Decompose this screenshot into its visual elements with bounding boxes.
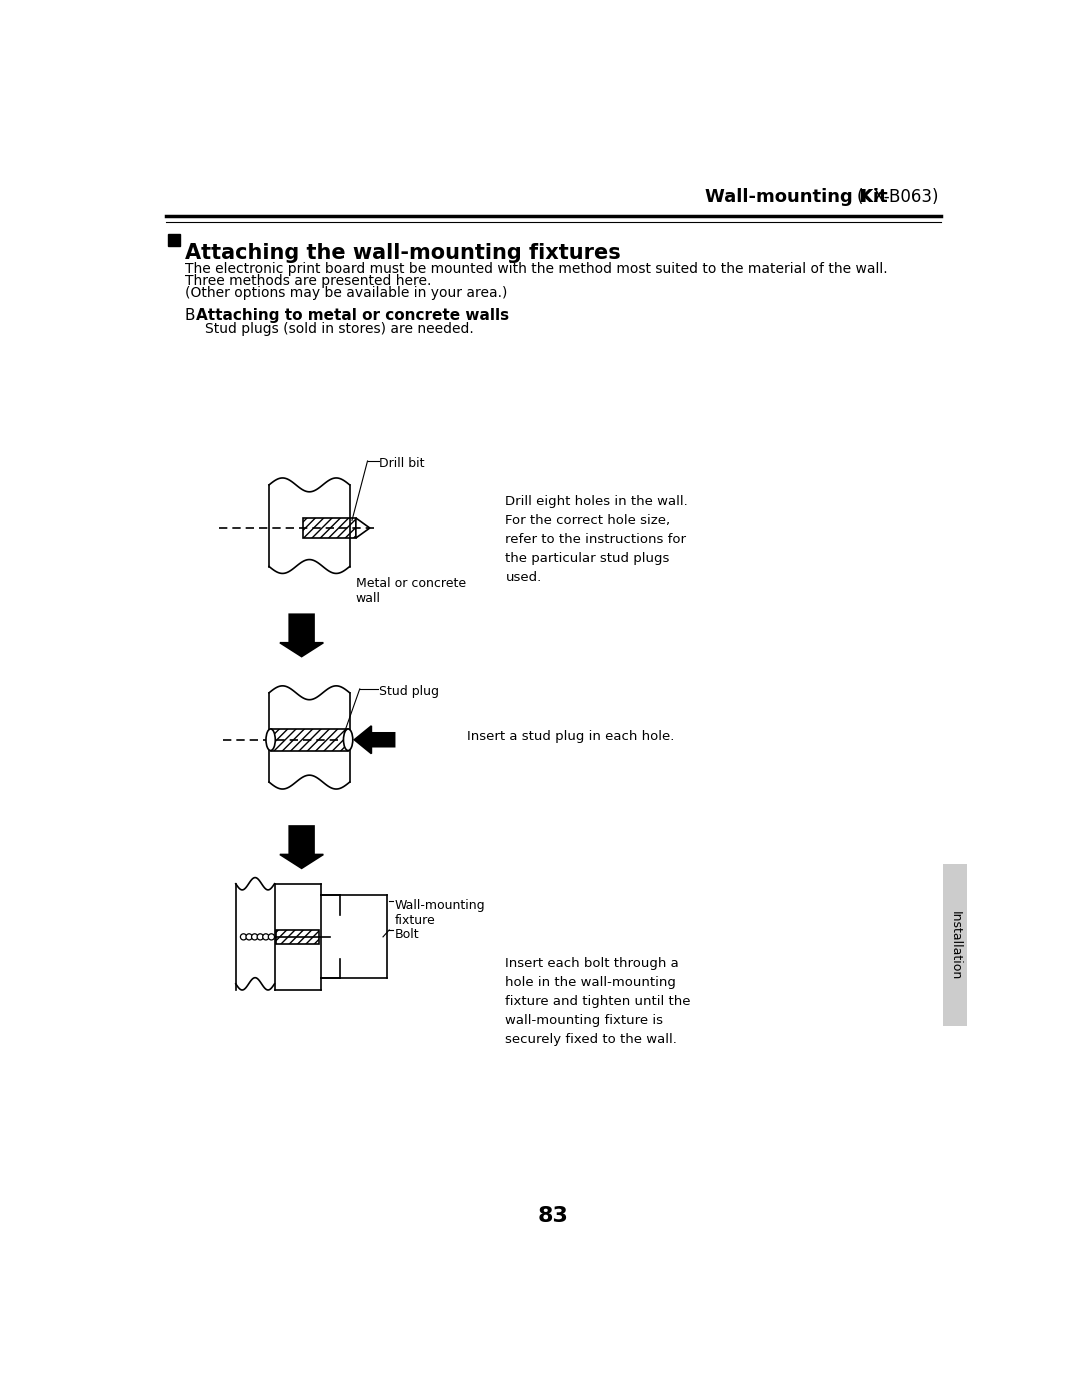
Circle shape bbox=[268, 933, 274, 940]
Ellipse shape bbox=[343, 729, 353, 750]
Text: Wall-mounting Kit: Wall-mounting Kit bbox=[704, 189, 893, 207]
Bar bbox=[303, 518, 356, 538]
Text: Wall-mounting
fixture: Wall-mounting fixture bbox=[394, 900, 485, 928]
Circle shape bbox=[241, 933, 246, 940]
Text: Attaching to metal or concrete walls: Attaching to metal or concrete walls bbox=[197, 307, 510, 323]
Bar bbox=[943, 865, 968, 1027]
Text: Attaching the wall-mounting fixtures: Attaching the wall-mounting fixtures bbox=[186, 243, 621, 263]
Text: The electronic print board must be mounted with the method most suited to the ma: The electronic print board must be mount… bbox=[186, 261, 888, 275]
Polygon shape bbox=[356, 518, 369, 538]
Text: B: B bbox=[186, 307, 201, 323]
Circle shape bbox=[257, 933, 264, 940]
Text: Bolt: Bolt bbox=[394, 928, 419, 940]
Bar bbox=[276, 930, 320, 944]
Text: Metal or concrete
wall: Metal or concrete wall bbox=[356, 577, 465, 605]
Polygon shape bbox=[354, 726, 394, 753]
Bar bbox=[167, 233, 180, 246]
Text: Three methods are presented here.: Three methods are presented here. bbox=[186, 274, 432, 288]
Text: Installation: Installation bbox=[948, 911, 961, 979]
Text: Insert a stud plug in each hole.: Insert a stud plug in each hole. bbox=[467, 731, 674, 743]
Circle shape bbox=[252, 933, 258, 940]
Text: Stud plug: Stud plug bbox=[379, 685, 440, 698]
Text: 83: 83 bbox=[538, 1207, 569, 1227]
Polygon shape bbox=[280, 826, 323, 869]
Text: Stud plugs (sold in stores) are needed.: Stud plugs (sold in stores) are needed. bbox=[205, 321, 473, 335]
Text: Insert each bolt through a
hole in the wall-mounting
fixture and tighten until t: Insert each bolt through a hole in the w… bbox=[505, 957, 691, 1046]
Circle shape bbox=[246, 933, 252, 940]
Polygon shape bbox=[280, 615, 323, 657]
Text: Drill bit: Drill bit bbox=[379, 457, 424, 471]
Bar bbox=[271, 729, 348, 750]
Ellipse shape bbox=[266, 729, 275, 750]
Text: Drill eight holes in the wall.
For the correct hole size,
refer to the instructi: Drill eight holes in the wall. For the c… bbox=[505, 495, 688, 584]
Text: (KX-B063): (KX-B063) bbox=[856, 189, 940, 207]
Circle shape bbox=[262, 933, 269, 940]
Text: (Other options may be available in your area.): (Other options may be available in your … bbox=[186, 286, 508, 300]
